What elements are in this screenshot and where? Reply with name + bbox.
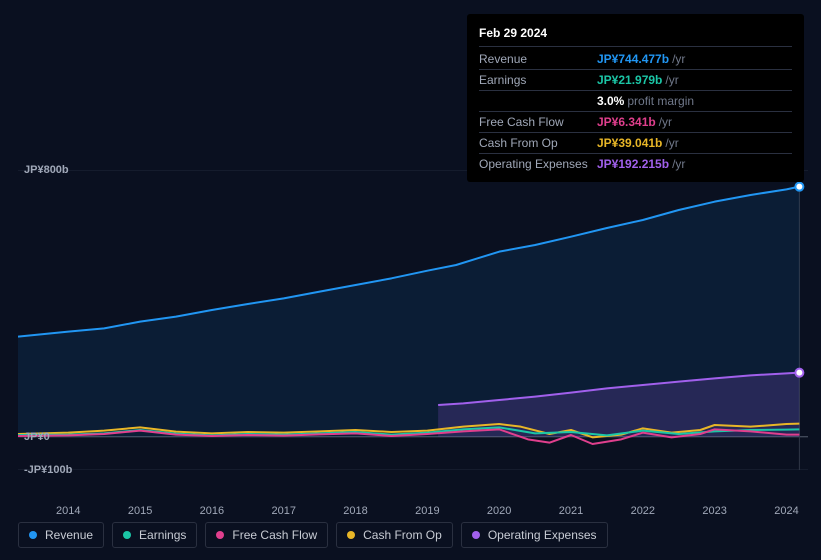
y-axis-label: -JP¥100b xyxy=(24,464,72,476)
y-axis-label: JP¥0 xyxy=(24,431,50,443)
x-axis-label: 2021 xyxy=(559,505,583,517)
tooltip-row-unit: /yr xyxy=(672,157,685,171)
tooltip-date: Feb 29 2024 xyxy=(479,22,792,47)
tooltip-row: EarningsJP¥21.979b/yr xyxy=(479,70,792,91)
x-axis-label: 2024 xyxy=(774,505,798,517)
tooltip-row: Cash From OpJP¥39.041b/yr xyxy=(479,133,792,154)
legend-item[interactable]: Free Cash Flow xyxy=(205,522,328,548)
chart-legend: Revenue Earnings Free Cash Flow Cash From O… xyxy=(18,522,608,548)
y-axis-label: JP¥800b xyxy=(24,164,69,176)
x-axis-label: 2015 xyxy=(128,505,152,517)
legend-item[interactable]: Earnings xyxy=(112,522,197,548)
x-axis-label: 2017 xyxy=(271,505,295,517)
legend-dot-icon xyxy=(29,531,37,539)
legend-dot-icon xyxy=(123,531,131,539)
legend-label: Earnings xyxy=(139,528,186,542)
tooltip-row: Free Cash FlowJP¥6.341b/yr xyxy=(479,112,792,133)
tooltip-row: Operating ExpensesJP¥192.215b/yr xyxy=(479,154,792,174)
chart-plot xyxy=(18,170,808,470)
chart-tooltip: Feb 29 2024 RevenueJP¥744.477b/yrEarning… xyxy=(467,14,804,182)
legend-label: Revenue xyxy=(45,528,93,542)
legend-dot-icon xyxy=(472,531,480,539)
x-axis-label: 2014 xyxy=(56,505,80,517)
legend-dot-icon xyxy=(347,531,355,539)
tooltip-row-label: Operating Expenses xyxy=(479,157,597,171)
legend-item[interactable]: Operating Expenses xyxy=(461,522,608,548)
tooltip-row-unit: profit margin xyxy=(627,94,694,108)
tooltip-row-unit: /yr xyxy=(659,115,672,129)
legend-dot-icon xyxy=(216,531,224,539)
legend-item[interactable]: Cash From Op xyxy=(336,522,453,548)
tooltip-row: RevenueJP¥744.477b/yr xyxy=(479,49,792,70)
legend-item[interactable]: Revenue xyxy=(18,522,104,548)
x-axis-label: 2018 xyxy=(343,505,367,517)
tooltip-row-value: JP¥6.341b xyxy=(597,115,656,129)
legend-label: Cash From Op xyxy=(363,528,442,542)
tooltip-row-unit: /yr xyxy=(665,136,678,150)
legend-label: Operating Expenses xyxy=(488,528,597,542)
tooltip-row-label: Revenue xyxy=(479,52,597,66)
tooltip-row-label: Cash From Op xyxy=(479,136,597,150)
tooltip-row-value: 3.0% xyxy=(597,94,624,108)
x-axis-label: 2020 xyxy=(487,505,511,517)
x-axis-label: 2022 xyxy=(631,505,655,517)
x-axis-label: 2019 xyxy=(415,505,439,517)
tooltip-row-label: Earnings xyxy=(479,73,597,87)
tooltip-row-value: JP¥21.979b xyxy=(597,73,662,87)
tooltip-row: 3.0%profit margin xyxy=(479,91,792,112)
x-axis-label: 2023 xyxy=(702,505,726,517)
x-axis-label: 2016 xyxy=(200,505,224,517)
legend-label: Free Cash Flow xyxy=(232,528,317,542)
financials-chart[interactable]: JP¥800bJP¥0-JP¥100b201420152016201720182… xyxy=(18,155,808,495)
tooltip-row-value: JP¥744.477b xyxy=(597,52,669,66)
tooltip-row-label: Free Cash Flow xyxy=(479,115,597,129)
tooltip-row-value: JP¥39.041b xyxy=(597,136,662,150)
tooltip-row-value: JP¥192.215b xyxy=(597,157,669,171)
tooltip-row-label xyxy=(479,94,597,108)
tooltip-row-unit: /yr xyxy=(665,73,678,87)
tooltip-row-unit: /yr xyxy=(672,52,685,66)
